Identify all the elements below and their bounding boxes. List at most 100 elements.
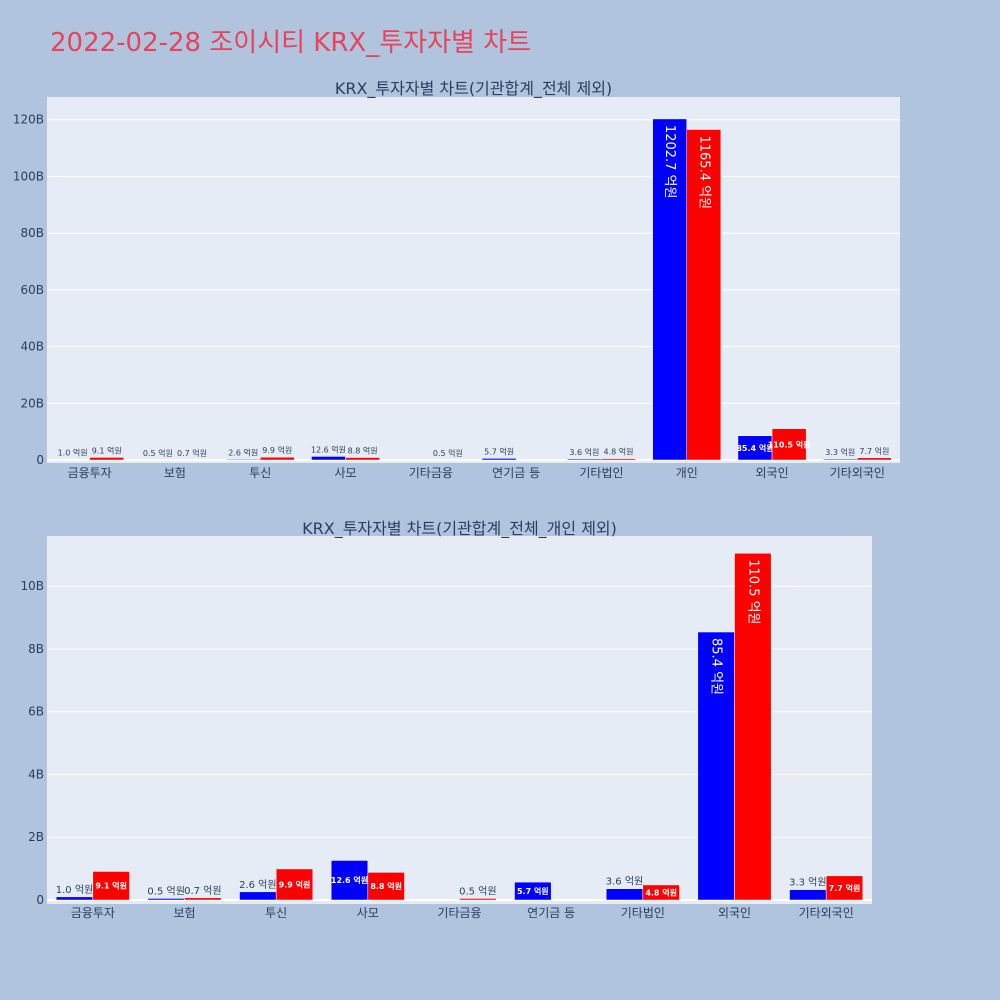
c2-bar <box>330 860 369 901</box>
c1-ytick-label: 0 <box>36 453 44 467</box>
c1-bar <box>857 457 892 461</box>
c1-category-label: 기타외국인 <box>830 466 885 480</box>
c2-bar <box>275 868 314 901</box>
c2-category-label: 외국인 <box>718 906 751 920</box>
c1-category-label: 보험 <box>164 466 186 480</box>
c2-data-label: 7.7 억원 <box>829 883 861 893</box>
c2-data-label: 9.1 억원 <box>95 881 127 891</box>
c1-category-label: 기타금융 <box>409 466 453 480</box>
c2-bar <box>642 884 680 901</box>
c1-bar <box>567 458 602 461</box>
c2-data-label: 85.4 억원 <box>709 638 724 695</box>
c2-bar <box>734 553 772 901</box>
c2-bar <box>825 875 864 901</box>
c1-category-label: 외국인 <box>755 466 788 480</box>
c1-category-label: 투신 <box>249 466 271 480</box>
c1-bar <box>174 459 210 461</box>
c2-bar <box>459 898 497 901</box>
c1-data-label: 0.5 억원 <box>433 448 463 458</box>
c1-data-label: 2.6 억원 <box>228 447 258 457</box>
c1-bar <box>225 459 261 461</box>
c1-data-label: 8.8 억원 <box>348 446 378 456</box>
c2-data-label: 110.5 억원 <box>745 559 760 624</box>
c1-category-label: 연기금 등 <box>492 466 540 480</box>
c1-data-label: 12.6 억원 <box>311 444 346 454</box>
c2-bar <box>239 891 277 901</box>
c2-ytick-label: 2B <box>28 830 44 844</box>
c2-ytick-label: 10B <box>20 579 44 593</box>
c2-ytick-label: 6B <box>28 705 44 719</box>
c1-bar <box>430 459 466 461</box>
c1-data-label: 1.0 억원 <box>58 448 88 458</box>
c1-bar <box>481 458 517 461</box>
c2-bar <box>55 896 94 901</box>
c2-category-label: 금융투자 <box>71 906 115 920</box>
c2-bar <box>184 897 222 901</box>
c1-ytick-label: 60B <box>20 283 44 297</box>
c2-data-label: 1.0 억원 <box>56 884 93 896</box>
c2-ytick-label: 4B <box>28 767 44 781</box>
c2-ytick-label: 8B <box>28 642 44 656</box>
c1-data-label: 9.1 억원 <box>92 445 122 455</box>
c2-data-label: 9.9 억원 <box>279 879 311 889</box>
c1-data-label: 3.6 억원 <box>569 447 599 457</box>
c1-bar <box>652 118 688 461</box>
c1-data-label: 5.7 억원 <box>484 446 514 456</box>
c1-data-label: 0.5 억원 <box>143 448 173 458</box>
c2-data-label: 2.6 억원 <box>239 879 276 891</box>
c1-bar <box>601 458 636 461</box>
c2-bar <box>697 631 735 901</box>
c2-data-label: 0.7 억원 <box>184 885 221 897</box>
c1-category-label: 기타법인 <box>579 466 623 480</box>
c1-ytick-label: 120B <box>13 113 44 127</box>
c1-bar <box>260 456 295 461</box>
c1-chart-title: KRX_투자자별 차트(기관합계_전체 제외) <box>335 79 612 99</box>
page-title: 2022-02-28 조이시티 KRX_투자자별 차트 <box>50 28 532 58</box>
c2-bar <box>367 872 405 901</box>
c2-data-label: 12.6 억원 <box>331 875 368 885</box>
c2-category-label: 기타외국인 <box>799 906 854 920</box>
c1-data-label: 1165.4 억원 <box>696 135 711 209</box>
c1-bar <box>311 456 346 461</box>
c2-category-label: 연기금 등 <box>527 906 575 920</box>
chart-bottom: KRX_투자자별 차트(기관합계_전체_개인 제외) 0 2B 4B 6B 8B 10B 금융… <box>20 519 872 920</box>
c1-category-label: 금융투자 <box>68 466 112 480</box>
c2-data-label: 0.5 억원 <box>459 885 496 897</box>
c2-data-label: 0.5 억원 <box>147 885 184 897</box>
c1-data-label: 0.7 억원 <box>177 448 207 458</box>
chart-top: KRX_투자자별 차트(기관합계_전체 제외) 0 20B 40B 60B 80B 100B… <box>13 79 900 480</box>
c1-data-label: 1202.7 억원 <box>662 125 677 199</box>
c2-bar <box>605 888 644 901</box>
c1-data-label: 110.5 억원 <box>768 439 811 449</box>
c1-ytick-label: 100B <box>13 169 44 183</box>
c2-data-label: 3.3 억원 <box>789 877 826 889</box>
c2-data-label: 3.6 억원 <box>606 876 643 888</box>
c1-ytick-label: 40B <box>20 340 44 354</box>
c2-bar <box>789 889 827 901</box>
c1-bar <box>55 459 90 461</box>
c1-bar <box>140 459 176 461</box>
c1-bar <box>737 435 773 461</box>
c1-category-label: 사모 <box>335 466 357 480</box>
c2-bar <box>147 898 185 901</box>
c2-data-label: 5.7 억원 <box>517 886 549 896</box>
c1-data-label: 85.4 억원 <box>736 443 773 453</box>
c2-chart-title: KRX_투자자별 차트(기관합계_전체_개인 제외) <box>302 519 617 539</box>
c1-bar <box>822 458 858 461</box>
c2-ytick-label: 0 <box>36 893 44 907</box>
c2-category-label: 사모 <box>357 906 379 920</box>
c2-category-label: 기타법인 <box>621 906 665 920</box>
c1-bar <box>345 457 380 461</box>
c2-data-label: 4.8 억원 <box>645 887 677 897</box>
c1-ytick-label: 20B <box>20 396 44 410</box>
c1-data-label: 9.9 억원 <box>262 445 292 455</box>
c2-category-label: 기타금융 <box>437 906 481 920</box>
c2-category-label: 투신 <box>265 906 287 920</box>
c1-data-label: 4.8 억원 <box>604 447 634 457</box>
c2-bar <box>514 881 552 901</box>
c2-bar <box>92 871 130 901</box>
c1-data-label: 3.3 억원 <box>825 447 855 457</box>
c2-category-label: 보험 <box>173 906 195 920</box>
c1-bar <box>89 457 125 461</box>
c1-data-label: 7.7 억원 <box>859 446 889 456</box>
